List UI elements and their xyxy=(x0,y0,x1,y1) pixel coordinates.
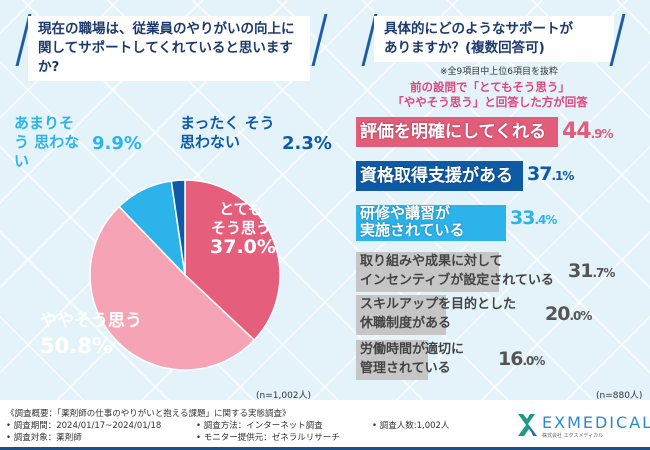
pie-label-strongly-agree: とても そう思う 37.0% xyxy=(210,200,276,258)
bar-value: 31.7% xyxy=(568,260,615,282)
bar-label: 労働時間が適切に 管理されている xyxy=(360,340,464,378)
bar-label: 研修や講習が 実施されている xyxy=(360,205,465,239)
survey-footer: 《調査概要：「薬剤師の仕事のやりがいと抱える課題」に関する実態調査》 • 調査期… xyxy=(0,400,650,450)
bar-label-line: スキルアップを目的とした xyxy=(360,297,517,312)
bar xyxy=(356,205,507,241)
left-question-line: 現在の職場は、従業員のやりがいの向上に xyxy=(38,21,295,37)
bar-label-line: インセンティブが設定されている xyxy=(360,273,554,288)
right-question: 具体的にどのようなサポートが ありますか？(複数回答可) xyxy=(374,16,614,62)
bar-label: 資格取得支援がある xyxy=(360,164,513,188)
label-value: 37.0% xyxy=(210,236,276,258)
condition-line: 前の設問で「とてもそう思う」 xyxy=(410,80,570,94)
exmedical-logo-icon xyxy=(518,414,537,436)
bar-label-line: 研修や講習が xyxy=(360,204,451,222)
bar xyxy=(356,161,523,191)
label-value: 9.9% xyxy=(92,133,142,154)
pie-label-strongly-disagree: まったく そう思わない 2.3% xyxy=(180,114,332,153)
left-question-line: 関してサポートしてくれていると思いますか? xyxy=(38,40,293,75)
bar-label: 評価を明確にしてくれる xyxy=(360,120,546,144)
right-question-line: 具体的にどのようなサポートが xyxy=(384,21,573,37)
right-sample-size: (n=880人) xyxy=(596,391,643,401)
pie-slice xyxy=(184,179,281,342)
pie-chart xyxy=(89,179,281,371)
bar-value: 44.9% xyxy=(562,119,614,144)
survey-method: • 調査方法：インターネット調査 xyxy=(196,421,323,431)
survey-period: • 調査期間：2024/01/17~2024/01/18 xyxy=(6,421,162,431)
bar-label-line: 休職制度がある xyxy=(360,316,452,331)
pie-label-somewhat-disagree: あまりそう 思わない 9.9% xyxy=(14,114,142,171)
bar-value: 16.0% xyxy=(498,348,545,370)
survey-provider: • モニター提供元：ゼネラルリサーチ xyxy=(196,433,340,443)
bar-value: 20.0% xyxy=(545,303,592,325)
bar-label-line: 労働時間が適切に xyxy=(360,342,465,357)
bar xyxy=(356,117,559,147)
bar xyxy=(356,295,446,335)
survey-target: • 調査対象：薬剤師 xyxy=(6,433,82,443)
condition-note: 前の設問で「とてもそう思う」 「ややそう思う」と回答した方が回答 xyxy=(360,80,620,110)
logo-subtitle: 株式会社 エクスメディカル xyxy=(542,433,604,439)
bar-value: 33.4% xyxy=(510,207,557,229)
bar-value: 37.1% xyxy=(527,163,574,185)
bar-label: 取り組みや成果に対してインセンティブが設定されている xyxy=(360,252,554,290)
label-text: あまりそう 思わない xyxy=(14,114,80,170)
label-value: 2.3% xyxy=(282,133,332,154)
condition-line: 「ややそう思う」と回答した方が回答 xyxy=(392,95,588,109)
left-sample-size: (n=1,002人) xyxy=(256,391,312,401)
label-text: とても そう思う xyxy=(210,200,271,237)
bar-label-line: 管理されている xyxy=(360,361,451,376)
survey-title: 《調査概要：「薬剤師の仕事のやりがいと抱える課題」に関する実態調査》 xyxy=(6,409,291,419)
bar-label-line: 実施されている xyxy=(360,221,465,239)
bar xyxy=(356,252,499,292)
pie-slice xyxy=(170,179,186,276)
bar xyxy=(356,340,428,380)
extract-note: ※全9項目中上位6項目を抜粋 xyxy=(440,67,558,77)
pie-label-somewhat-agree: ややそう思う 50.8% xyxy=(40,311,142,358)
label-value: 50.8% xyxy=(40,334,113,358)
bar-label-line: 資格取得支援がある xyxy=(360,166,513,186)
label-text: ややそう思う xyxy=(40,311,142,331)
survey-count: • 調査人数:1,002人 xyxy=(372,421,450,431)
bar-label-line: 評価を明確にしてくれる xyxy=(360,122,546,142)
left-question: 現在の職場は、従業員のやりがいの向上に 関してサポートしてくれていると思いますか… xyxy=(28,16,310,81)
exmedical-logo: EXMEDICAL xyxy=(542,413,650,432)
label-text: まったく そう思わない xyxy=(180,114,275,151)
bar-label-line: 取り組みや成果に対して xyxy=(360,254,503,269)
pie-slice xyxy=(89,205,256,371)
right-question-line: ありますか？(複数回答可) xyxy=(384,40,545,56)
bar-label: スキルアップを目的とした 休職制度がある xyxy=(360,295,516,333)
